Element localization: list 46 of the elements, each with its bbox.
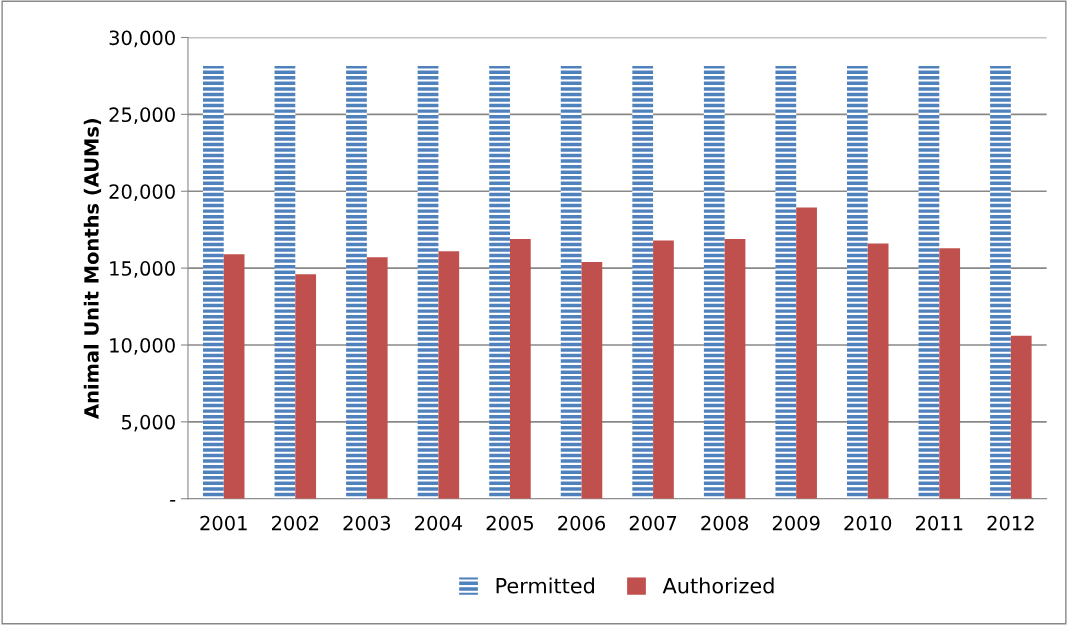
bar xyxy=(703,65,725,499)
y-tick-label: 15,000 xyxy=(110,261,175,278)
bar xyxy=(990,65,1011,499)
bar xyxy=(295,274,317,499)
bar xyxy=(775,65,797,499)
bar xyxy=(724,238,746,499)
bar xyxy=(653,240,674,499)
legend-label: Authorized xyxy=(662,577,774,594)
x-tick-label: 2010 xyxy=(844,515,892,531)
bar xyxy=(560,65,582,499)
legend-label: Permitted xyxy=(496,577,594,594)
bar xyxy=(366,257,388,499)
x-tick-label: 2011 xyxy=(915,515,963,531)
y-tick-label: 5,000 xyxy=(122,414,175,432)
y-tick-label: 30,000 xyxy=(109,30,175,48)
bar xyxy=(918,65,940,499)
y-tick-label: 20,000 xyxy=(109,184,175,201)
y-axis-title: Animal Unit Months (AUMs) xyxy=(83,118,102,419)
x-tick-label: 2006 xyxy=(558,515,606,531)
x-tick-label: 2009 xyxy=(772,515,820,531)
bar xyxy=(847,65,868,499)
x-tick-label: 2008 xyxy=(701,515,749,531)
bar xyxy=(346,65,367,499)
y-tick-label: 10,000 xyxy=(110,337,175,355)
bar xyxy=(1010,335,1032,499)
bar xyxy=(489,65,510,499)
bar xyxy=(202,65,224,499)
bar xyxy=(939,248,961,499)
x-tick-label: 2001 xyxy=(200,515,247,531)
bar xyxy=(274,65,296,499)
bar xyxy=(867,243,889,499)
x-tick-label: 2002 xyxy=(271,515,319,531)
bar xyxy=(438,251,460,499)
x-tick-label: 2004 xyxy=(415,515,463,531)
x-tick-label: 2003 xyxy=(343,515,391,531)
bar xyxy=(223,254,245,499)
y-tick-label: - xyxy=(170,500,176,502)
y-tick-label: 25,000 xyxy=(109,107,175,125)
bar xyxy=(632,65,654,499)
x-tick-label: 2012 xyxy=(987,515,1034,531)
bar xyxy=(509,238,531,499)
bar xyxy=(417,65,439,499)
x-tick-label: 2007 xyxy=(629,515,677,531)
x-tick-label: 2005 xyxy=(486,515,534,531)
bar xyxy=(581,261,603,499)
bar xyxy=(796,207,817,499)
